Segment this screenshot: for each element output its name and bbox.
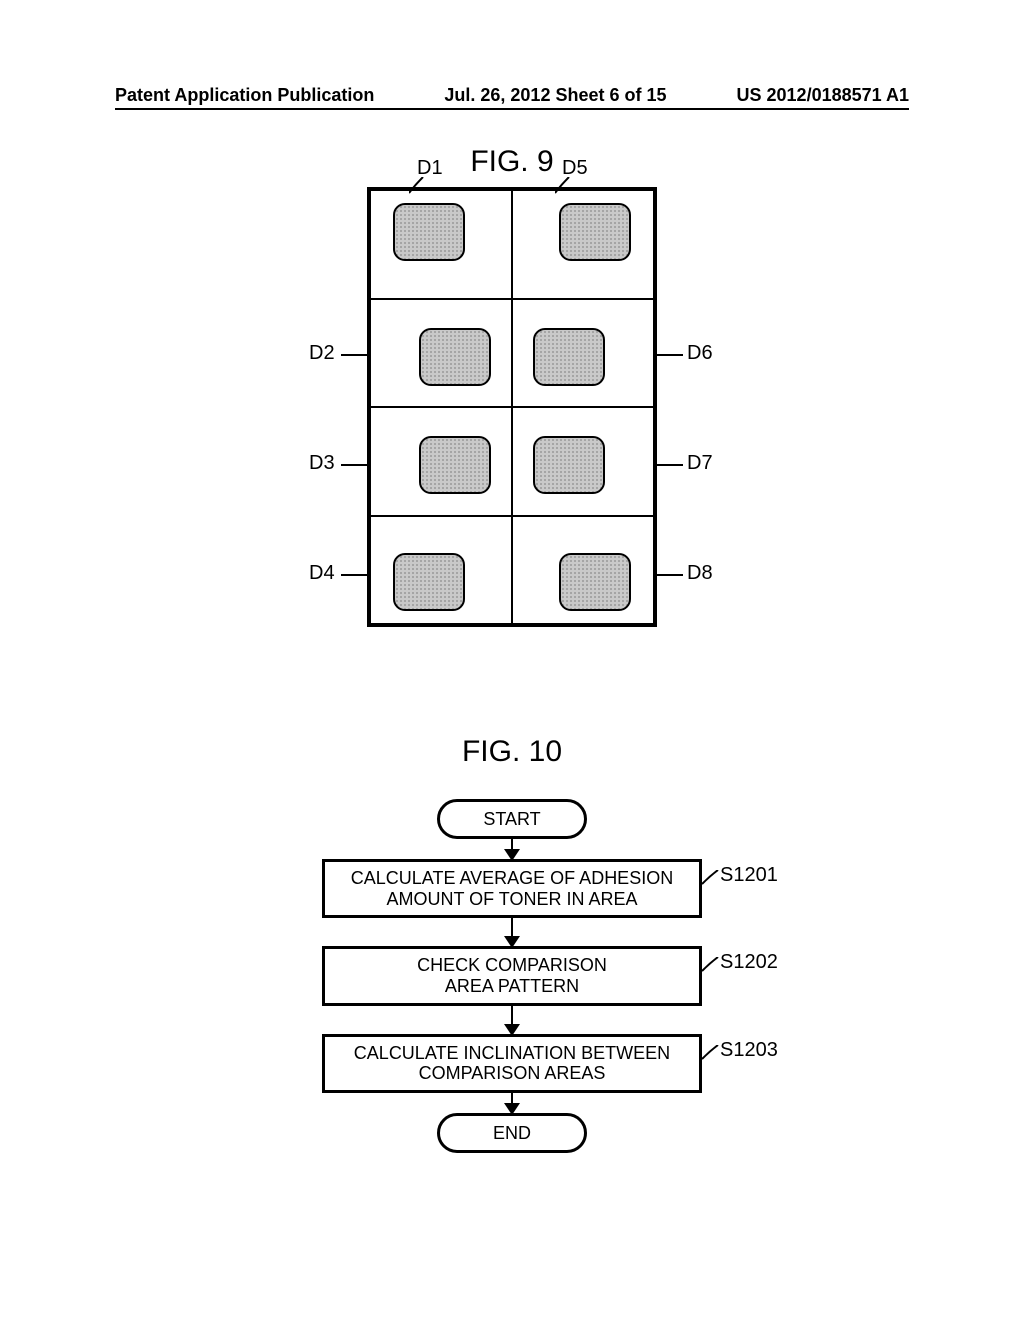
label-d3: D3 — [309, 452, 335, 475]
leader-d7 — [657, 464, 683, 466]
process-s1202-line2: AREA PATTERN — [445, 976, 579, 996]
cell-d7 — [512, 407, 654, 516]
patch-d3 — [419, 436, 491, 494]
cell-d8 — [512, 516, 654, 625]
patch-d7 — [533, 436, 605, 494]
label-d6: D6 — [687, 342, 713, 365]
patch-d6 — [533, 328, 605, 386]
fig9-title: FIG. 9 — [0, 145, 1024, 179]
patch-d5 — [559, 203, 631, 261]
figure-10: FIG. 10 START CALCULATE AVERAGE OF ADHES… — [0, 735, 1024, 1153]
process-s1202-line1: CHECK COMPARISON — [417, 955, 607, 975]
label-d7: D7 — [687, 452, 713, 475]
arrow-3 — [511, 1006, 513, 1034]
cell-d3 — [370, 407, 512, 516]
fig9-diagram: D1 D5 D2 D3 D4 D6 D7 D8 — [367, 187, 657, 627]
leader-d8 — [657, 574, 683, 576]
leader-d6 — [657, 354, 683, 356]
figure-9: FIG. 9 D1 D5 D2 D3 D4 D6 D7 D8 — [0, 145, 1024, 627]
patch-d8 — [559, 553, 631, 611]
flowchart: START CALCULATE AVERAGE OF ADHESION AMOU… — [282, 799, 742, 1153]
fig10-title: FIG. 10 — [0, 735, 1024, 769]
process-s1203: CALCULATE INCLINATION BETWEEN COMPARISON… — [322, 1034, 702, 1093]
cell-d2 — [370, 299, 512, 408]
arrow-4 — [511, 1093, 513, 1113]
header-right: US 2012/0188571 A1 — [737, 85, 909, 106]
leader-d2 — [341, 354, 367, 356]
process-s1203-line2: COMPARISON AREAS — [419, 1063, 606, 1083]
patch-d2 — [419, 328, 491, 386]
page-header: Patent Application Publication Jul. 26, … — [0, 85, 1024, 106]
arrow-1 — [511, 839, 513, 859]
patch-d4 — [393, 553, 465, 611]
label-s1203: S1203 — [720, 1039, 778, 1062]
process-s1202: CHECK COMPARISON AREA PATTERN S1202 — [322, 946, 702, 1005]
label-d8: D8 — [687, 562, 713, 585]
label-s1202: S1202 — [720, 951, 778, 974]
header-center: Jul. 26, 2012 Sheet 6 of 15 — [444, 85, 666, 106]
header-rule — [115, 108, 909, 110]
label-d2: D2 — [309, 342, 335, 365]
leader-d3 — [341, 464, 367, 466]
cell-d5 — [512, 190, 654, 299]
process-s1201-line1: CALCULATE AVERAGE OF ADHESION — [351, 868, 673, 888]
arrow-2 — [511, 918, 513, 946]
label-s1201: S1201 — [720, 864, 778, 887]
leader-d4 — [341, 574, 367, 576]
header-left: Patent Application Publication — [115, 85, 374, 106]
cell-d1 — [370, 190, 512, 299]
start-terminator: START — [437, 799, 587, 839]
cell-d4 — [370, 516, 512, 625]
process-s1203-line1: CALCULATE INCLINATION BETWEEN — [354, 1043, 670, 1063]
end-terminator: END — [437, 1113, 587, 1153]
grid-box — [367, 187, 657, 627]
process-s1201: CALCULATE AVERAGE OF ADHESION AMOUNT OF … — [322, 859, 702, 918]
patch-d1 — [393, 203, 465, 261]
label-d4: D4 — [309, 562, 335, 585]
process-s1201-line2: AMOUNT OF TONER IN AREA — [386, 889, 637, 909]
cell-d6 — [512, 299, 654, 408]
